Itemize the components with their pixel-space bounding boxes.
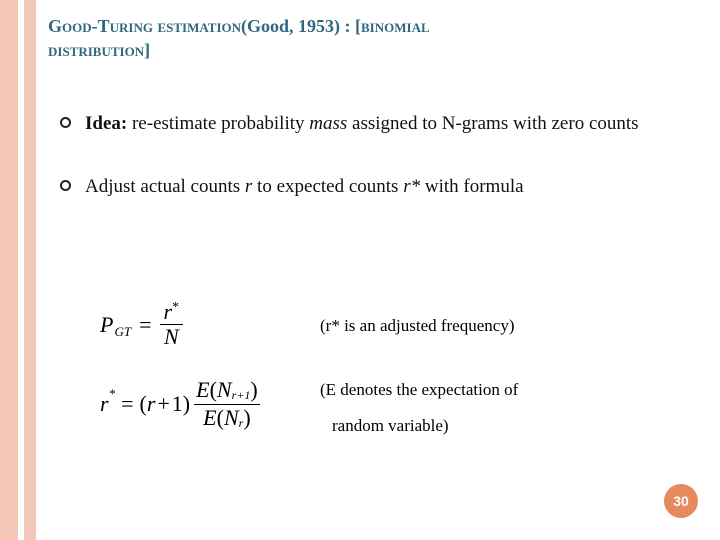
- bullet-1-text: Idea: re-estimate probability mass assig…: [85, 110, 639, 139]
- slide-title: Good-Turing estimation(Good, 1953) : [bi…: [48, 14, 700, 63]
- bullet-2-text: Adjust actual counts r to expected count…: [85, 173, 524, 202]
- bullet-1: Idea: re-estimate probability mass assig…: [60, 110, 680, 139]
- fraction-2: E(Nr+1) E(Nr): [194, 377, 260, 431]
- annotation-2: (E denotes the expectation of: [320, 380, 518, 400]
- title-part5: ]: [144, 40, 150, 60]
- content-area: Idea: re-estimate probability mass assig…: [60, 110, 680, 235]
- bullet-marker-icon: [60, 117, 71, 128]
- page-number-badge: 30: [664, 484, 698, 518]
- formula-pgt: PGT = r* N: [100, 300, 260, 349]
- annotation-1: (r* is an adjusted frequency): [320, 316, 514, 336]
- title-part3: binomial: [361, 16, 430, 36]
- formula-block: PGT = r* N r* = (r+1) E(Nr+1) E(Nr): [100, 300, 260, 431]
- title-part1: Good-Turing estimation: [48, 16, 241, 36]
- formula-rstar: r* = (r+1) E(Nr+1) E(Nr): [100, 377, 260, 431]
- decorative-stripes: [0, 0, 36, 540]
- idea-label: Idea:: [85, 113, 127, 134]
- title-part4: distribution: [48, 40, 144, 60]
- fraction-1: r* N: [160, 300, 184, 349]
- bullet-2: Adjust actual counts r to expected count…: [60, 173, 680, 202]
- title-part2: (Good, 1953) : [: [241, 16, 361, 36]
- bullet-marker-icon: [60, 180, 71, 191]
- annotation-3: random variable): [332, 416, 449, 436]
